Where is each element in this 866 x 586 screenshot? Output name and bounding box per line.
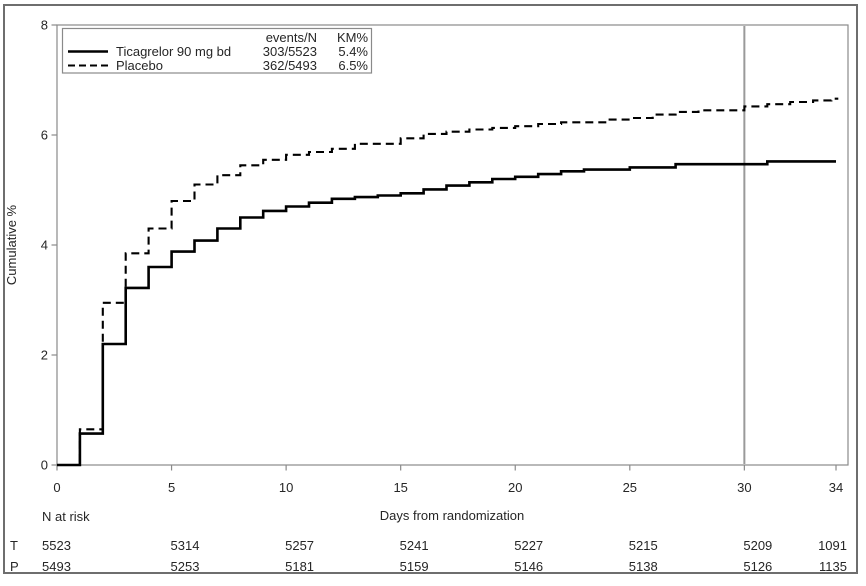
y-tick-label: 0 bbox=[41, 458, 48, 473]
legend-header-km: KM% bbox=[337, 30, 369, 45]
risk-value: 5126 bbox=[743, 559, 772, 574]
risk-value: 5257 bbox=[285, 538, 314, 553]
legend-label-ticagrelor: Ticagrelor 90 mg bd bbox=[116, 44, 231, 59]
legend-km-placebo: 6.5% bbox=[338, 58, 368, 73]
risk-value: 1091 bbox=[818, 538, 847, 553]
x-tick-label: 30 bbox=[737, 480, 751, 495]
risk-value: 5138 bbox=[629, 559, 658, 574]
x-tick-label: 34 bbox=[829, 480, 843, 495]
x-tick-label: 0 bbox=[53, 480, 60, 495]
x-tick-label: 25 bbox=[623, 480, 637, 495]
x-tick-label: 5 bbox=[168, 480, 175, 495]
risk-value: 5215 bbox=[629, 538, 658, 553]
risk-value: 5181 bbox=[285, 559, 314, 574]
risk-value: 5159 bbox=[400, 559, 429, 574]
x-tick-label: 10 bbox=[279, 480, 293, 495]
legend-header-events: events/N bbox=[266, 30, 317, 45]
km-curve-ticagrelor bbox=[57, 160, 836, 467]
risk-value: 5146 bbox=[514, 559, 543, 574]
risk-value: 1135 bbox=[819, 559, 847, 574]
x-tick-label: 20 bbox=[508, 480, 522, 495]
risk-value: 5241 bbox=[400, 538, 429, 553]
legend-events-ticagrelor: 303/5523 bbox=[263, 44, 317, 59]
risk-value: 5314 bbox=[171, 538, 200, 553]
y-axis-label: Cumulative % bbox=[4, 204, 19, 285]
y-tick-label: 8 bbox=[41, 18, 48, 33]
risk-value: 5209 bbox=[743, 538, 772, 553]
x-tick-label: 15 bbox=[393, 480, 407, 495]
risk-row-label-T: T bbox=[10, 538, 18, 553]
risk-value: 5523 bbox=[42, 538, 71, 553]
y-tick-label: 2 bbox=[41, 348, 48, 363]
risk-row-label-P: P bbox=[10, 559, 19, 574]
km-curve-placebo bbox=[57, 97, 839, 467]
legend-events-placebo: 362/5493 bbox=[263, 58, 317, 73]
y-tick-label: 4 bbox=[41, 238, 48, 253]
risk-value: 5253 bbox=[171, 559, 200, 574]
figure-border bbox=[3, 4, 858, 574]
legend-km-ticagrelor: 5.4% bbox=[338, 44, 368, 59]
risk-value: 5227 bbox=[514, 538, 543, 553]
legend-box bbox=[61, 27, 373, 74]
risk-table-title: N at risk bbox=[42, 509, 90, 524]
y-tick-label: 6 bbox=[41, 128, 48, 143]
x-axis-label: Days from randomization bbox=[380, 508, 525, 523]
risk-value: 5493 bbox=[42, 559, 71, 574]
legend-label-placebo: Placebo bbox=[116, 58, 163, 73]
